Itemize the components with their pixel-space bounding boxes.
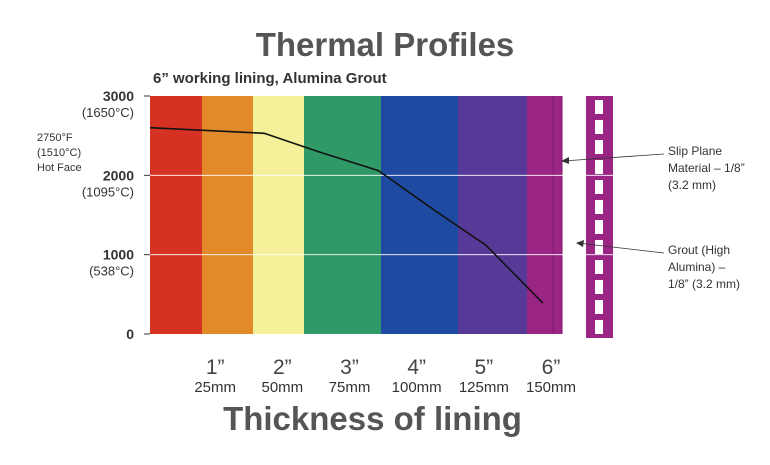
color-band-7 — [527, 96, 562, 334]
y-tick-label: 1000 — [103, 247, 134, 263]
slip-plane-line-2: Material – 1/8” — [668, 161, 745, 175]
grout-line-3: 1/8” (3.2 mm) — [668, 277, 741, 291]
grout-line-2: Alumina) – — [668, 260, 726, 274]
x-tick-label-mm: 125mm — [459, 379, 509, 396]
temperature-bands — [150, 96, 613, 338]
x-tick-label-inch: 5” — [474, 356, 493, 379]
steel-shell-band — [586, 96, 613, 338]
grout-annotation: Grout (High Alumina) – 1/8” (3.2 mm) — [668, 242, 740, 293]
anchor-dash — [595, 140, 603, 154]
anchor-dash — [595, 260, 603, 274]
x-tick-label-inch: 2” — [273, 356, 292, 379]
anchor-dash — [595, 200, 603, 214]
x-tick-label-mm: 75mm — [329, 379, 371, 396]
x-tick-label-inch: 4” — [407, 356, 426, 379]
anchor-dash — [595, 160, 603, 174]
anchor-dash — [595, 320, 603, 334]
y-tick-label: 2000 — [103, 167, 134, 183]
slip-plane-line-3: (3.2 mm) — [668, 178, 716, 192]
slip-plane-leader — [562, 153, 665, 162]
anchor-dash — [595, 300, 603, 314]
y-tick-label: 3000 — [103, 88, 134, 104]
gridlines — [150, 174, 666, 256]
color-band-3 — [253, 96, 304, 334]
grout-arrow — [576, 240, 584, 247]
x-tick-label-mm: 100mm — [392, 379, 442, 396]
grout-line-1: Grout (High — [668, 243, 731, 257]
x-tick-label-inch: 3” — [340, 356, 359, 379]
color-band-5 — [381, 96, 458, 334]
y-axis-ticks: 3000(1650°C) 2000(1095°C) 1000(538°C) 0 — [82, 88, 150, 342]
anchor-dash — [595, 120, 603, 134]
anchor-dash — [595, 280, 603, 294]
y-tick-sublabel: (1650°C) — [82, 105, 134, 120]
x-tick-label-mm: 150mm — [526, 379, 576, 396]
thermal-profile-line — [149, 126, 544, 304]
x-axis-title: Thickness of lining — [223, 400, 522, 437]
x-tick-label-mm: 25mm — [194, 379, 236, 396]
hot-face-line-2: (1510°C) — [37, 147, 82, 159]
color-band-2 — [202, 96, 253, 334]
slip-plane-line-1: Slip Plane — [668, 144, 723, 158]
anchor-dash — [595, 100, 603, 114]
chart-title: Thermal Profiles — [255, 26, 515, 63]
hot-face-line-1: 2750°F — [37, 132, 73, 144]
color-band-4 — [304, 96, 381, 334]
anchor-dash — [595, 220, 603, 234]
color-band-6 — [458, 96, 527, 334]
annotation-leaders — [561, 153, 665, 254]
x-axis-ticks: 1”25mm 2”50mm 3”75mm 4”100mm 5”125mm 6”150mm — [194, 356, 576, 396]
y-tick-sublabel: (538°C) — [89, 264, 134, 279]
hot-face-line-3: Hot Face — [37, 162, 82, 174]
y-tick-sublabel: (1095°C) — [82, 184, 134, 199]
hot-face-annotation: 2750°F (1510°C) Hot Face — [37, 131, 82, 176]
grout-leader — [577, 242, 665, 254]
slip-plane-annotation: Slip Plane Material – 1/8” (3.2 mm) — [668, 143, 745, 194]
y-tick-label: 0 — [126, 326, 134, 342]
color-band-1 — [150, 96, 202, 334]
x-tick-label-inch: 6” — [542, 356, 561, 379]
slip-plane-arrow — [561, 157, 569, 164]
x-tick-label-mm: 50mm — [261, 379, 303, 396]
anchor-dashes — [595, 100, 603, 334]
x-tick-label-inch: 1” — [206, 356, 225, 379]
chart-subtitle: 6” working lining, Alumina Grout — [153, 70, 387, 87]
anchor-dash — [595, 180, 603, 194]
anchor-dash — [595, 240, 603, 254]
